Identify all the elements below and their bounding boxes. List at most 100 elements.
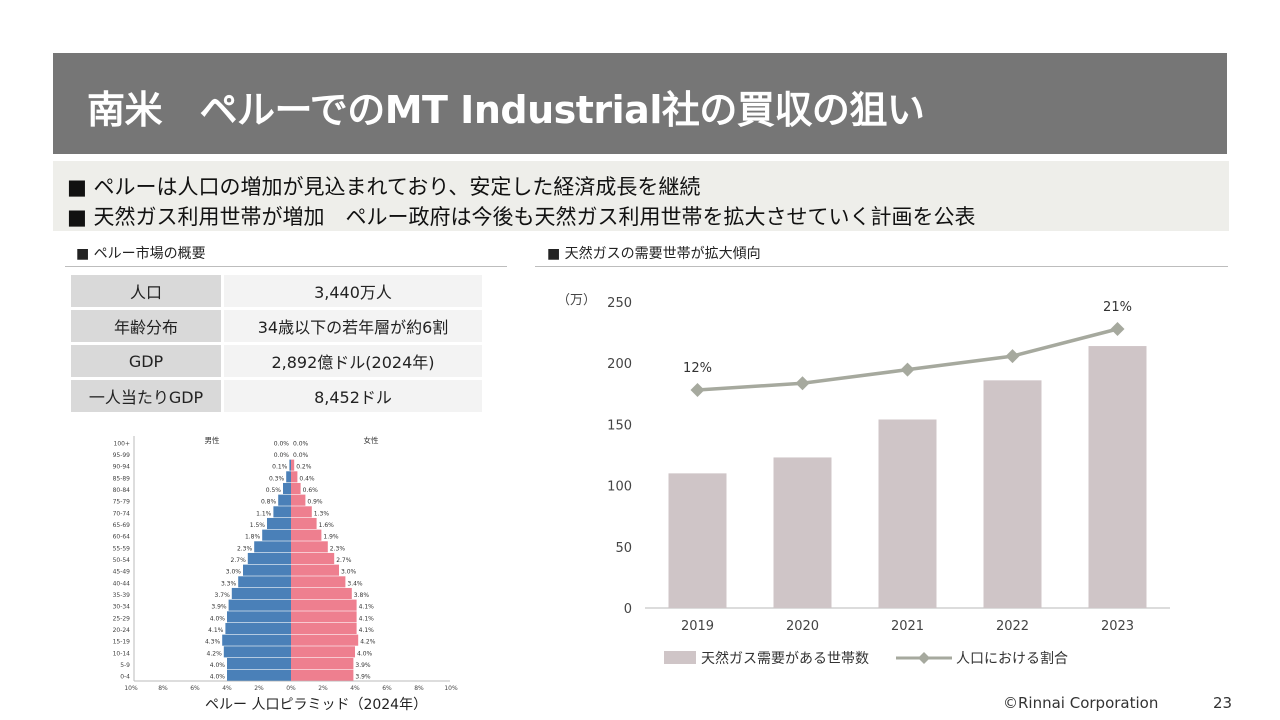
x-tick-label: 0% bbox=[286, 685, 296, 692]
x-tick-label: 6% bbox=[382, 685, 392, 692]
male-value-label: 4.3% bbox=[205, 639, 221, 646]
bar-2021 bbox=[878, 419, 937, 608]
gas-demand-heading: ■ 天然ガスの需要世帯が拡大傾向 bbox=[547, 246, 761, 262]
male-value-label: 4.0% bbox=[210, 615, 226, 622]
male-value-label: 0.3% bbox=[269, 475, 285, 482]
x-tick-label: 2021 bbox=[891, 619, 924, 634]
female-value-label: 4.2% bbox=[360, 639, 376, 646]
male-value-label: 0.8% bbox=[261, 499, 277, 506]
x-tick-label: 2% bbox=[318, 685, 328, 692]
table-row: 年齢分布 34歳以下の若年層が約6割 bbox=[71, 310, 482, 342]
female-bar-50-54 bbox=[291, 552, 335, 565]
bullet-population: ■ ペルーは人口の増加が見込まれており、安定した経済成長を継続 bbox=[67, 175, 701, 199]
female-bar-55-59 bbox=[291, 541, 328, 553]
divider bbox=[535, 266, 1228, 267]
male-value-label: 4.1% bbox=[208, 627, 224, 634]
divider bbox=[65, 266, 507, 267]
x-tick-label: 2019 bbox=[681, 619, 714, 634]
row-value: 3,440万人 bbox=[221, 275, 482, 307]
male-value-label: 3.3% bbox=[221, 580, 237, 587]
x-tick-label: 8% bbox=[158, 685, 168, 692]
age-group-label: 0-4 bbox=[120, 674, 130, 681]
male-value-label: 3.7% bbox=[215, 592, 231, 599]
female-bar-0-4 bbox=[291, 669, 354, 681]
age-group-label: 5-9 bbox=[120, 662, 130, 669]
male-bar-10-14 bbox=[223, 646, 291, 658]
female-bar-40-44 bbox=[291, 576, 346, 588]
female-value-label: 0.0% bbox=[293, 452, 309, 459]
female-bar-70-74 bbox=[291, 506, 312, 518]
male-bar-0-4 bbox=[227, 669, 291, 681]
male-bar-80-84 bbox=[283, 482, 291, 495]
female-value-label: 2.3% bbox=[330, 545, 346, 552]
legend-bar-swatch bbox=[664, 651, 696, 664]
x-tick-label: 6% bbox=[190, 685, 200, 692]
data-label: 12% bbox=[683, 361, 712, 376]
age-group-label: 75-79 bbox=[113, 499, 131, 506]
male-bar-20-24 bbox=[225, 622, 291, 635]
row-key: 人口 bbox=[71, 275, 221, 307]
y-tick-label: 50 bbox=[615, 541, 632, 556]
age-group-label: 40-44 bbox=[113, 580, 131, 587]
key-points: ■ ペルーは人口の増加が見込まれており、安定した経済成長を継続 ■ 天然ガス利用… bbox=[53, 161, 1229, 231]
ratio-point bbox=[1110, 322, 1125, 336]
x-tick-label: 10% bbox=[124, 685, 138, 692]
table-row: 一人当たりGDP 8,452ドル bbox=[71, 380, 482, 412]
female-bar-60-64 bbox=[291, 529, 322, 541]
male-bar-30-34 bbox=[228, 599, 291, 611]
age-group-label: 85-89 bbox=[113, 475, 131, 482]
y-tick-label: 200 bbox=[607, 357, 632, 372]
x-tick-label: 4% bbox=[222, 685, 232, 692]
male-bar-85-89 bbox=[286, 471, 291, 483]
female-value-label: 1.6% bbox=[319, 522, 335, 529]
female-value-label: 3.8% bbox=[354, 592, 370, 599]
y-axis-label: （万） bbox=[557, 293, 596, 308]
x-tick-label: 2023 bbox=[1101, 619, 1134, 634]
female-value-label: 3.0% bbox=[341, 569, 357, 576]
male-value-label: 2.3% bbox=[237, 545, 253, 552]
female-value-label: 4.1% bbox=[359, 627, 375, 634]
female-bar-15-19 bbox=[291, 634, 359, 646]
female-value-label: 0.4% bbox=[299, 475, 315, 482]
female-value-label: 3.9% bbox=[355, 674, 371, 681]
x-tick-label: 2% bbox=[254, 685, 264, 692]
male-bar-65-69 bbox=[267, 517, 291, 530]
female-value-label: 3.4% bbox=[347, 580, 363, 587]
table-row: GDP 2,892億ドル(2024年) bbox=[71, 345, 482, 377]
y-tick-label: 0 bbox=[624, 602, 632, 617]
female-bar-75-79 bbox=[291, 494, 306, 506]
age-group-label: 55-59 bbox=[113, 545, 131, 552]
male-value-label: 3.9% bbox=[211, 604, 227, 611]
age-group-label: 100+ bbox=[114, 440, 130, 447]
female-bar-5-9 bbox=[291, 657, 354, 670]
male-label: 男性 bbox=[205, 435, 220, 445]
male-value-label: 0.1% bbox=[272, 464, 288, 471]
male-bar-75-79 bbox=[278, 494, 291, 506]
row-key: GDP bbox=[71, 345, 221, 377]
male-value-label: 4.0% bbox=[210, 674, 226, 681]
female-bar-35-39 bbox=[291, 587, 352, 600]
ratio-point bbox=[795, 376, 810, 391]
female-value-label: 0.9% bbox=[307, 499, 323, 506]
male-bar-60-64 bbox=[262, 529, 291, 541]
male-bar-50-54 bbox=[247, 552, 291, 565]
market-overview-heading: ■ ペルー市場の概要 bbox=[76, 246, 206, 262]
male-value-label: 2.7% bbox=[231, 557, 247, 564]
male-bar-90-94 bbox=[289, 459, 291, 471]
age-group-label: 50-54 bbox=[113, 557, 131, 564]
x-tick-label: 10% bbox=[444, 685, 458, 692]
female-bar-45-49 bbox=[291, 564, 339, 576]
female-value-label: 0.2% bbox=[296, 464, 312, 471]
female-value-label: 1.9% bbox=[323, 534, 339, 541]
y-tick-label: 150 bbox=[607, 418, 632, 433]
male-value-label: 1.1% bbox=[256, 510, 272, 517]
male-value-label: 1.8% bbox=[245, 534, 261, 541]
row-key: 一人当たりGDP bbox=[71, 380, 221, 412]
age-group-label: 65-69 bbox=[113, 522, 131, 529]
female-bar-90-94 bbox=[291, 459, 295, 471]
age-group-label: 90-94 bbox=[113, 464, 131, 471]
female-value-label: 1.3% bbox=[314, 510, 330, 517]
x-tick-label: 2020 bbox=[786, 619, 819, 634]
age-group-label: 70-74 bbox=[113, 510, 131, 517]
